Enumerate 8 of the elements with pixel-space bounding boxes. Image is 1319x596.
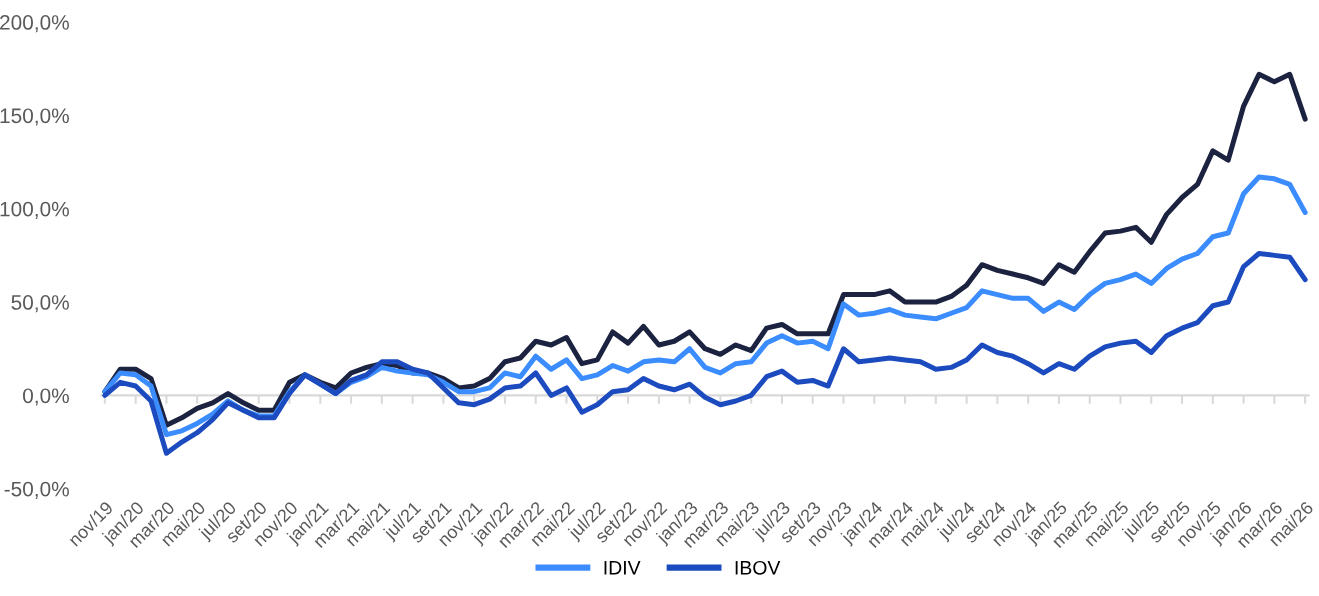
- legend-label: IDIV: [604, 561, 641, 575]
- legend-label: IBOV: [735, 560, 781, 575]
- y-tick-label: 50,0%: [11, 295, 69, 313]
- y-tick-label: 0,0%: [23, 388, 69, 406]
- y-tick-label: 100,0%: [0, 201, 69, 219]
- y-tick-label: 200,0%: [0, 15, 69, 33]
- y-tick-label: -50,0%: [4, 481, 69, 499]
- y-tick-label: 150,0%: [0, 108, 69, 126]
